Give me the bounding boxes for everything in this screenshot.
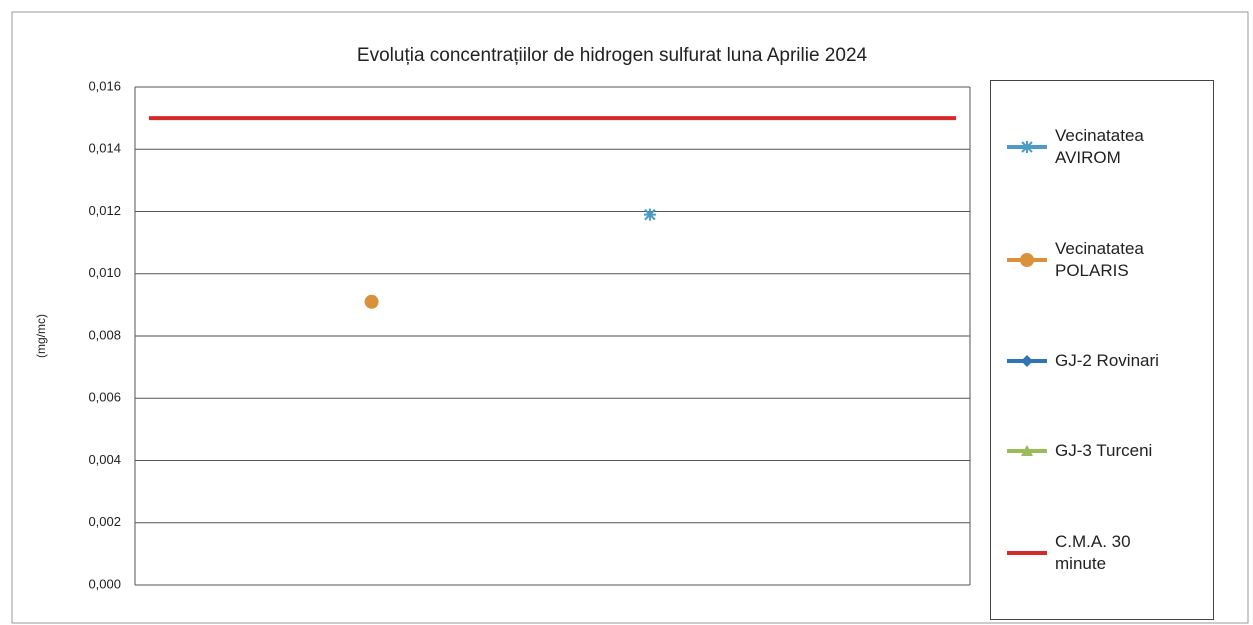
legend-entry: Vecinatatea POLARIS	[991, 238, 1213, 282]
marker	[1020, 252, 1034, 267]
y-tick-label: 0,014	[88, 141, 121, 156]
y-tick-label: 0,000	[88, 576, 121, 591]
marker	[1021, 141, 1033, 154]
legend-entry: Vecinatatea AVIROM	[991, 125, 1213, 169]
y-tick-label: 0,008	[88, 327, 121, 342]
legend-label: GJ-2 Rovinari	[1055, 350, 1159, 370]
legend-swatch	[1007, 141, 1047, 154]
legend-label: Vecinatatea AVIROM	[1055, 126, 1144, 168]
legend-entry: GJ-3 Turceni	[991, 440, 1213, 462]
legend-swatch	[1007, 445, 1047, 457]
legend-swatch	[1007, 252, 1047, 267]
legend-entry: C.M.A. 30 minute	[991, 531, 1213, 575]
legend-label: C.M.A. 30 minute	[1055, 531, 1131, 573]
chart-title: Evoluția concentrațiilor de hidrogen sul…	[357, 45, 868, 66]
y-tick-label: 0,010	[88, 265, 121, 280]
marker	[643, 208, 656, 221]
legend-label: Vecinatatea POLARIS	[1055, 238, 1144, 280]
y-tick-label: 0,002	[88, 514, 121, 529]
y-tick-label: 0,016	[88, 78, 121, 93]
legend-entry: GJ-2 Rovinari	[991, 350, 1213, 372]
y-tick-label: 0,004	[88, 452, 121, 467]
marker	[1021, 445, 1033, 457]
legend-swatch	[1007, 550, 1047, 555]
legend-swatch	[1007, 354, 1047, 367]
chart-frame	[11, 11, 1249, 624]
y-tick-label: 0,012	[88, 203, 121, 218]
legend: Vecinatatea AVIROM Vecinatatea POLARIS GJ-…	[990, 80, 1214, 620]
y-axis-label: (mg/mc)	[34, 314, 48, 358]
marker	[364, 294, 379, 309]
marker	[1021, 354, 1033, 367]
y-tick-label: 0,006	[88, 390, 121, 405]
legend-label: GJ-3 Turceni	[1055, 441, 1153, 461]
